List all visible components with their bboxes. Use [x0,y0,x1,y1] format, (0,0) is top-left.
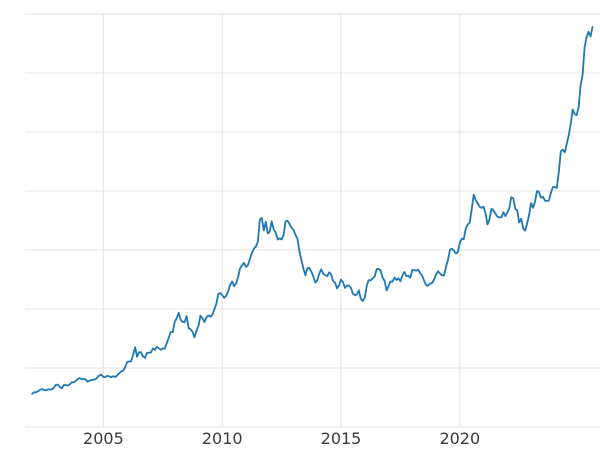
x-tick-label: 2015 [321,429,362,448]
x-tick-label: 2020 [439,429,480,448]
price-series-line [31,26,594,395]
x-tick-label: 2005 [83,429,124,448]
x-tick-label: 2010 [202,429,243,448]
